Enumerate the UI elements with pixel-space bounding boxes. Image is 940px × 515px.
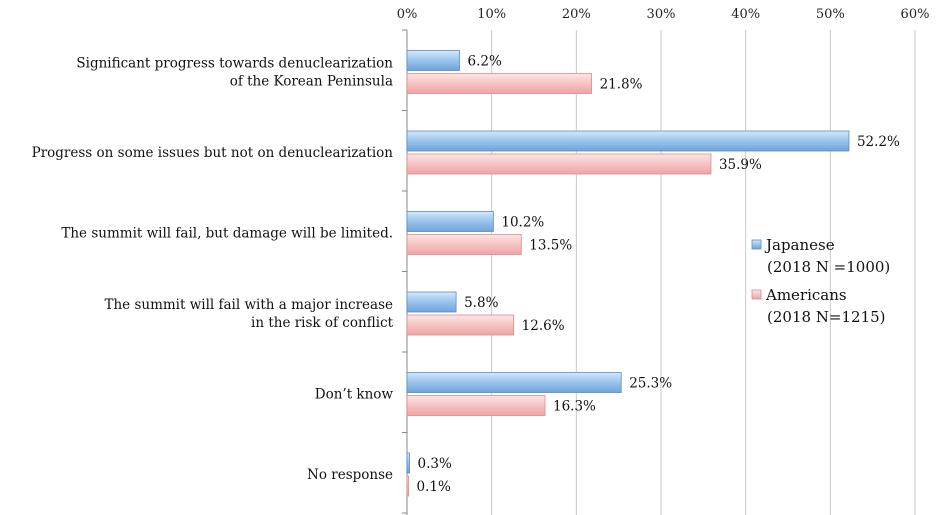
gridlines	[402, 29, 916, 515]
data-label-americans: 12.6%	[522, 318, 565, 334]
bar-japanese-1	[406, 130, 850, 152]
data-label-japanese: 25.3%	[629, 376, 672, 392]
data-label-japanese: 52.2%	[857, 134, 900, 150]
legend-entry-americans: Americans	[765, 286, 847, 304]
bar-japanese-3	[406, 291, 457, 313]
category-label: Progress on some issues but not on denuc…	[32, 145, 394, 161]
category-label: of the Korean Peninsula	[230, 74, 393, 90]
x-tick-labels: 0% 10% 20% 30% 40% 50% 60%	[397, 7, 930, 22]
category-labels: Significant progress towards denucleariz…	[32, 56, 394, 484]
x-tick-label: 30%	[647, 7, 676, 22]
category-label: Significant progress towards denucleariz…	[76, 56, 393, 72]
bar-americans-0	[406, 73, 592, 94]
bar-americans-3	[406, 314, 515, 336]
category-label: The summit will fail with a major increa…	[104, 297, 393, 313]
data-label-americans: 21.8%	[600, 77, 643, 93]
bar-americans-2	[406, 234, 522, 255]
data-label-japanese: 0.3%	[418, 456, 452, 472]
data-label-americans: 35.9%	[719, 157, 762, 173]
category-label: in the risk of conflict	[251, 315, 394, 331]
data-label-japanese: 10.2%	[501, 215, 544, 231]
x-tick-label: 40%	[731, 7, 760, 22]
bars	[406, 50, 850, 497]
x-tick-label: 60%	[901, 7, 930, 22]
bar-japanese-0	[406, 50, 460, 71]
x-tick-label: 0%	[397, 7, 418, 22]
legend-swatch-americans	[751, 289, 762, 300]
x-tick-label: 20%	[562, 7, 591, 22]
data-label-japanese: 5.8%	[464, 295, 498, 311]
bar-americans-5	[406, 475, 409, 497]
data-labels: 6.2% 21.8% 52.2% 35.9% 10.2% 13.5% 5.8% 12.6% 25…	[417, 54, 901, 496]
bar-japanese-2	[406, 211, 494, 232]
data-label-americans: 0.1%	[417, 479, 451, 495]
legend-entry-japanese: (2018 N =1000)	[767, 258, 890, 276]
x-tick-label: 50%	[816, 7, 845, 22]
x-tick-label: 10%	[477, 7, 506, 22]
legend: Japanese (2018 N =1000) Americans (2018 N=1…	[751, 236, 890, 326]
bar-americans-1	[406, 153, 712, 175]
category-label: No response	[307, 467, 393, 483]
bar-japanese-4	[406, 372, 622, 393]
legend-entry-americans: (2018 N=1215)	[767, 308, 886, 326]
bar-japanese-5	[406, 452, 410, 474]
category-label: Don’t know	[315, 387, 394, 403]
category-label: The summit will fail, but damage will be…	[61, 226, 393, 242]
legend-entry-japanese: Japanese	[764, 236, 835, 254]
legend-swatch-japanese	[751, 239, 762, 250]
data-label-japanese: 6.2%	[467, 54, 501, 70]
data-label-americans: 16.3%	[553, 399, 596, 415]
data-label-americans: 13.5%	[529, 238, 572, 254]
bar-americans-4	[406, 395, 546, 416]
